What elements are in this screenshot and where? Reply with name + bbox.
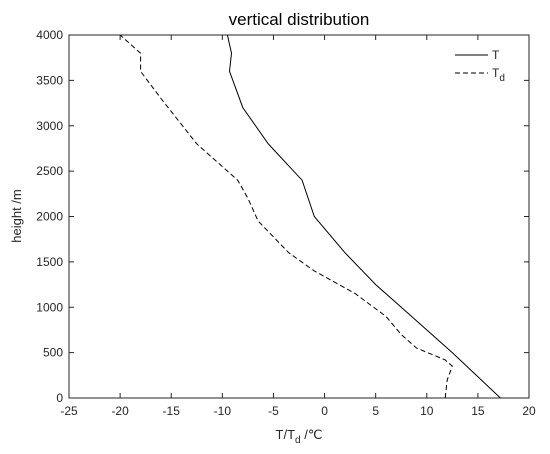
- x-tick-label: 5: [372, 404, 379, 418]
- chart-title: vertical distribution: [229, 10, 370, 29]
- legend-label-sub: d: [499, 73, 505, 84]
- x-tick-label: 10: [420, 404, 434, 418]
- x-axis-label: T/Td /℃: [276, 427, 323, 446]
- x-tick-label: 15: [471, 404, 485, 418]
- y-tick-label: 2000: [36, 210, 63, 224]
- x-tick-label: -20: [111, 404, 129, 418]
- legend-label-main: T: [492, 48, 500, 62]
- y-tick-label: 3500: [36, 73, 63, 87]
- y-tick-label: 1500: [36, 255, 63, 269]
- y-axis: 0 500 1000 1500 2000 2500 3000 3500 4000: [36, 28, 529, 405]
- y-axis-label: height /m: [9, 189, 24, 242]
- legend-label-main: T: [492, 66, 500, 80]
- legend-label-td: Td: [492, 66, 505, 84]
- plot-area: [68, 34, 530, 399]
- x-axis-label-unit: /℃: [301, 427, 323, 442]
- y-tick-label: 500: [43, 346, 63, 360]
- x-axis-label-sub: d: [295, 435, 301, 446]
- legend-label-t: T: [492, 48, 500, 62]
- y-tick-label: 2500: [36, 164, 63, 178]
- y-tick-label: 1000: [36, 300, 63, 314]
- series-line-t: [226, 34, 501, 399]
- y-tick-label: 4000: [36, 28, 63, 42]
- x-tick-label: 20: [522, 404, 536, 418]
- series-layer: [119, 34, 501, 399]
- x-tick-label: -5: [268, 404, 279, 418]
- x-tick-label: -25: [60, 404, 78, 418]
- x-axis: -25 -20 -15 -10 -5 0 5 10 15 20: [60, 35, 536, 418]
- y-tick-label: 0: [56, 391, 63, 405]
- y-tick-label: 3000: [36, 119, 63, 133]
- legend: TTd: [455, 48, 505, 84]
- x-axis-label-main: T/T: [276, 427, 296, 442]
- series-line-td: [119, 34, 453, 399]
- x-tick-label: -10: [214, 404, 232, 418]
- x-tick-label: 0: [321, 404, 328, 418]
- x-tick-label: -15: [163, 404, 181, 418]
